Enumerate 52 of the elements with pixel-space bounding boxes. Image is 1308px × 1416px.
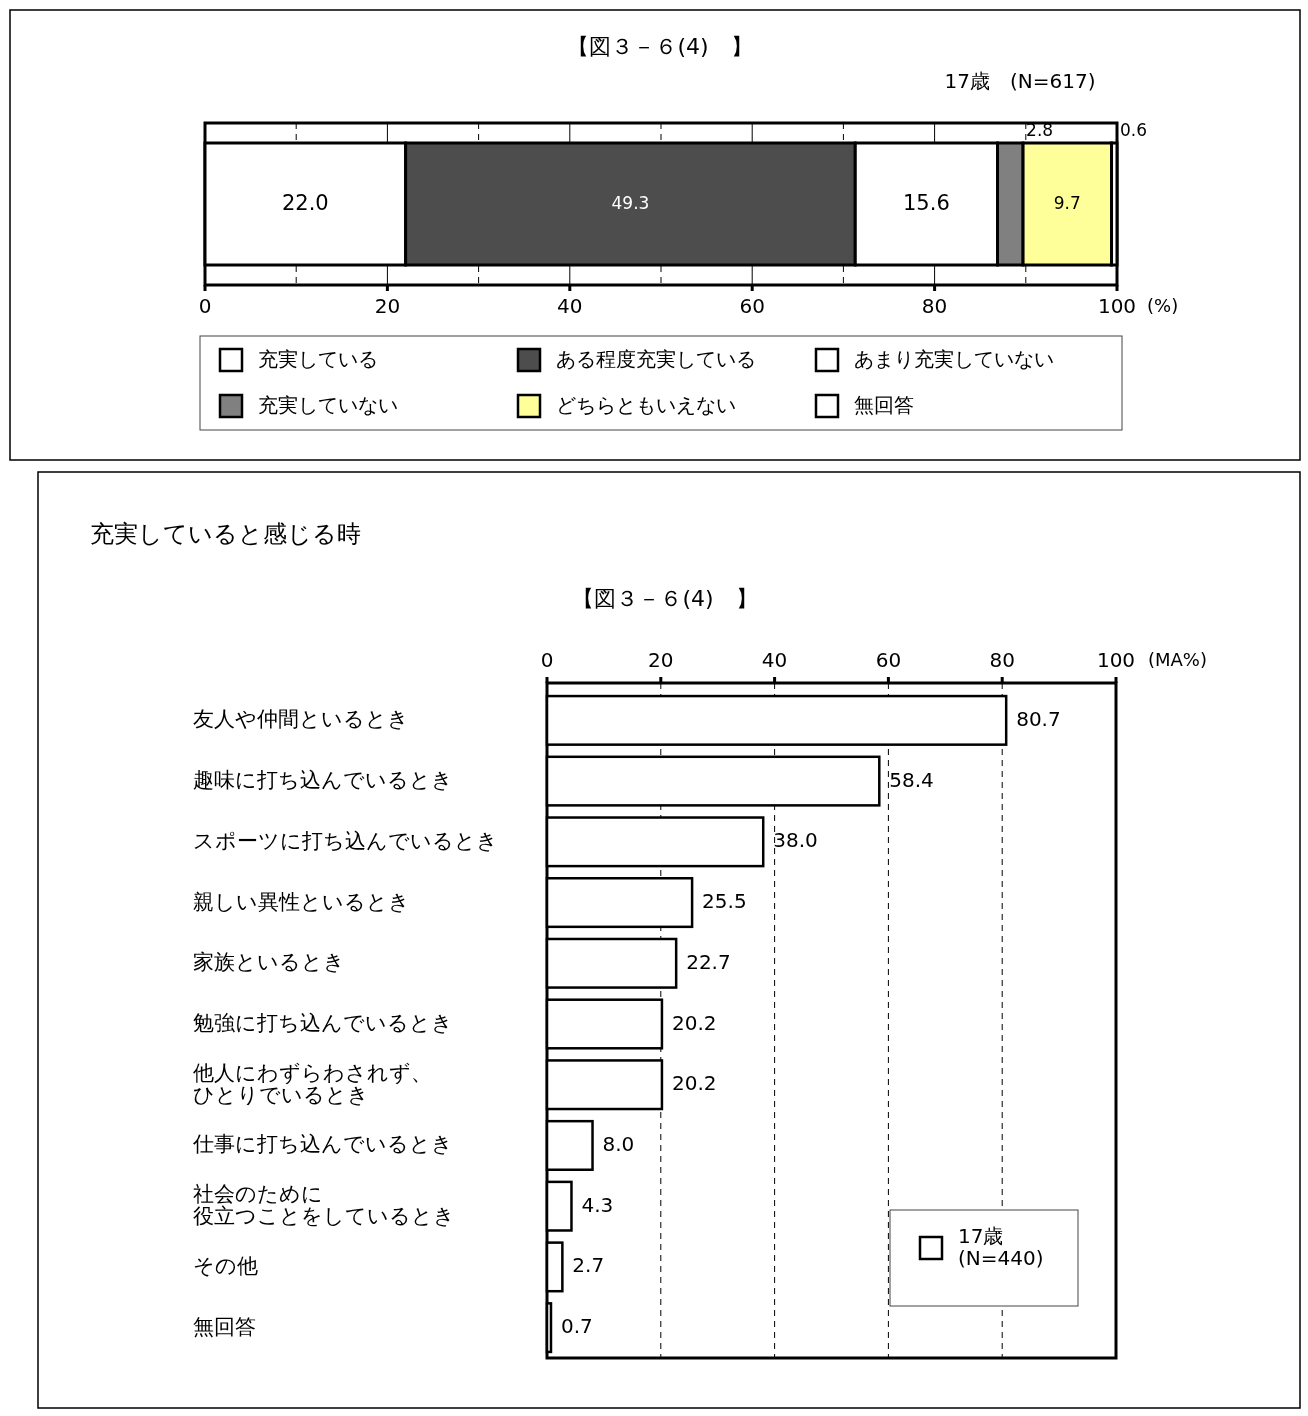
data-label: 80.7 xyxy=(1016,706,1061,731)
data-label: 0.7 xyxy=(560,1314,593,1339)
x-tick-label: 60 xyxy=(739,293,765,318)
y-tick-label: 勉強に打ち込んでいるとき xyxy=(193,1011,453,1035)
x-tick-label: 40 xyxy=(761,647,788,672)
legend-label: 無回答 xyxy=(854,392,914,417)
y-tick-label: 親しい異性といるとき xyxy=(193,889,410,914)
data-label: 4.3 xyxy=(581,1192,614,1217)
chart-subtitle: 17歳 (N=617) xyxy=(944,68,1096,93)
chart-title: 【図３－６(4) 】 xyxy=(567,34,753,59)
x-tick-label: 60 xyxy=(875,647,902,672)
x-axis-title: (%) xyxy=(1147,295,1179,316)
y-tick-label: 趣味に打ち込んでいるとき xyxy=(193,768,453,793)
data-label: 49.3 xyxy=(611,193,650,213)
data-label: 25.5 xyxy=(702,889,747,914)
x-tick-label: 80 xyxy=(921,293,948,318)
data-label: 9.7 xyxy=(1053,193,1081,213)
data-label: 0.6 xyxy=(1120,120,1148,140)
y-tick-label: 友人や仲間といるとき xyxy=(193,707,409,732)
x-tick-label: 80 xyxy=(989,647,1015,672)
data-label: 8.0 xyxy=(602,1131,635,1156)
y-tick-label: スポーツに打ち込んでいるとき xyxy=(193,828,498,853)
y-tick-label: 社会のために役立つことをしているとき xyxy=(193,1182,455,1229)
data-label: 22.0 xyxy=(281,191,329,215)
data-label: 20.2 xyxy=(671,1071,717,1096)
y-tick-label: 家族といるとき xyxy=(193,950,345,975)
x-tick-label: 0 xyxy=(540,647,554,672)
x-tick-label: 100 xyxy=(1097,293,1137,318)
x-tick-label: 0 xyxy=(198,293,212,318)
legend-label: あまり充実していない xyxy=(854,346,1054,371)
data-label: 20.2 xyxy=(671,1010,717,1035)
legend-label: 充実している xyxy=(258,346,378,371)
data-label: 58.4 xyxy=(889,767,934,792)
x-tick-label: 40 xyxy=(557,293,583,318)
y-tick-label: その他 xyxy=(193,1253,258,1278)
x-axis-title: (MA%) xyxy=(1148,649,1207,670)
data-label: 15.6 xyxy=(903,191,950,215)
x-tick-label: 20 xyxy=(374,293,401,318)
text: 充実していると感じる時 xyxy=(90,520,361,548)
chart-subtitle: 【図３－６(4) 】 xyxy=(572,586,758,611)
x-tick-label: 20 xyxy=(648,647,674,672)
legend-label: ある程度充実している xyxy=(556,346,756,371)
x-tick-label: 100 xyxy=(1096,647,1136,672)
legend-label: どちらともいえない xyxy=(556,392,736,417)
legend-label: 充実していない xyxy=(258,392,398,417)
data-label: 22.7 xyxy=(686,949,731,974)
data-label: 2.7 xyxy=(572,1253,605,1278)
y-tick-label: 無回答 xyxy=(193,1314,256,1339)
y-tick-label: 仕事に打ち込んでいるとき xyxy=(192,1132,453,1157)
data-label: 38.0 xyxy=(773,828,818,853)
y-tick-label: 他人にわずらわされず、ひとりでいるとき xyxy=(193,1060,432,1107)
legend-label: 17歳 (N=440) xyxy=(958,1223,1044,1270)
